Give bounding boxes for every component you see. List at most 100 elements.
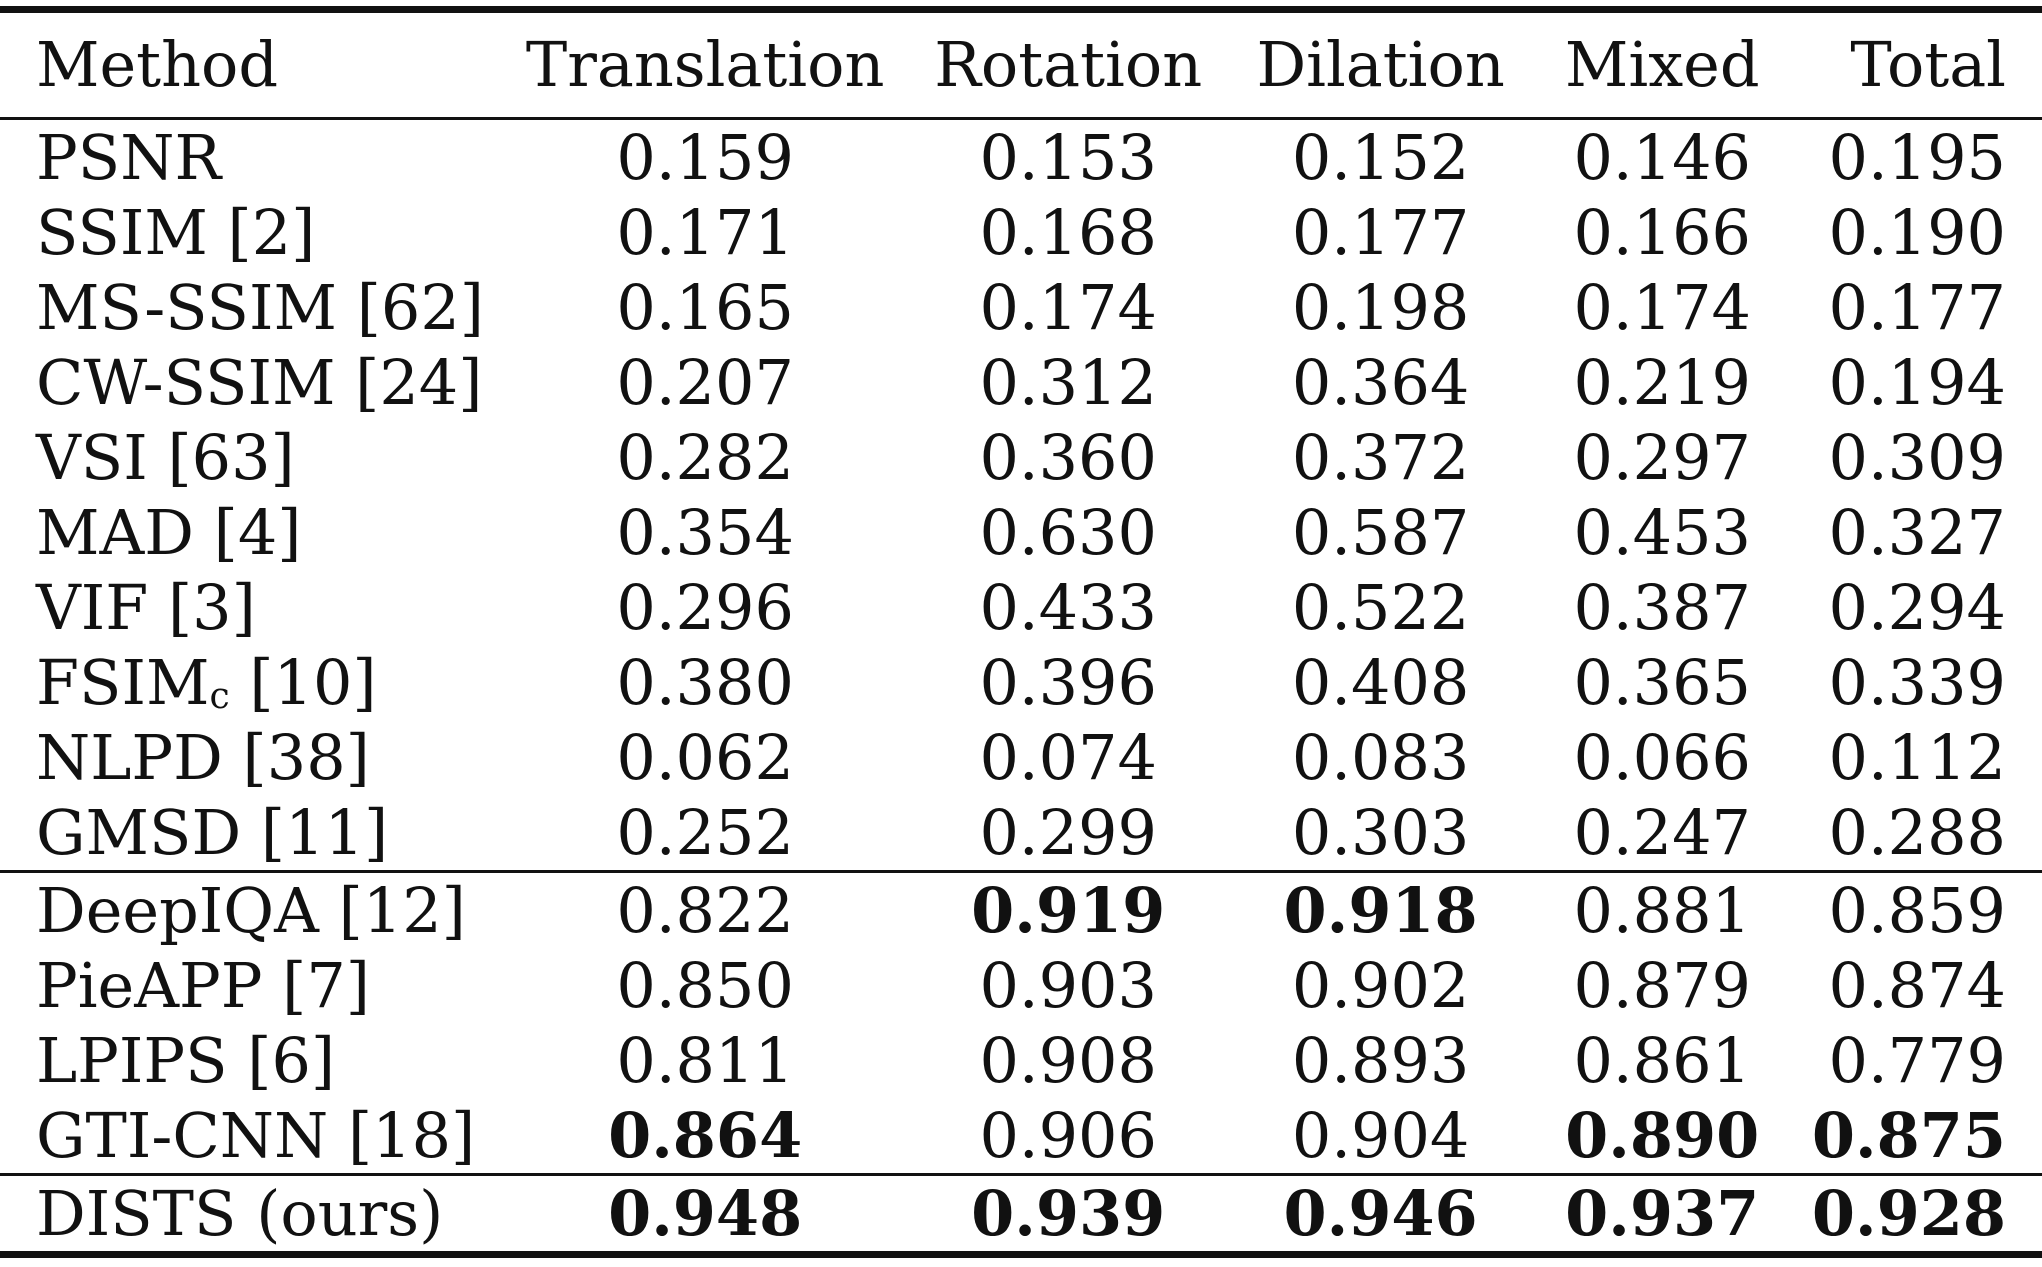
value-total: 0.288 — [1828, 796, 2007, 869]
value-rotation: 0.299 — [979, 796, 1157, 869]
value-total: 0.779 — [1828, 1024, 2007, 1097]
table-row: PSNR 0.159 0.153 0.152 0.146 0.195 — [0, 119, 2042, 196]
value-translation: 0.864 — [608, 1099, 803, 1172]
table-row: MS-SSIM [62] 0.165 0.174 0.198 0.174 0.177 — [0, 270, 2042, 345]
value-rotation: 0.630 — [979, 496, 1157, 569]
method-name: MAD [4] — [36, 496, 302, 569]
value-total: 0.928 — [1811, 1177, 2006, 1250]
method-cell: MAD [4] — [0, 495, 503, 570]
method-name: SSIM [2] — [36, 196, 316, 269]
method-name: GTI-CNN [18] — [36, 1099, 476, 1172]
method-cell: NLPD [38] — [0, 720, 503, 795]
results-table: Method Translation Rotation Dilation Mix… — [0, 6, 2042, 1258]
value-dilation: 0.198 — [1291, 271, 1470, 344]
table-row: VIF [3] 0.296 0.433 0.522 0.387 0.294 — [0, 570, 2042, 645]
value-translation: 0.252 — [616, 796, 794, 869]
table-body: PSNR 0.159 0.153 0.152 0.146 0.195 SSIM [2] 0.1… — [0, 119, 2042, 1255]
method-name: PieAPP [7] — [36, 949, 370, 1022]
value-rotation: 0.360 — [979, 421, 1157, 494]
table-row: VSI [63] 0.282 0.360 0.372 0.297 0.309 — [0, 420, 2042, 495]
value-dilation: 0.522 — [1291, 571, 1470, 644]
header-translation: Translation — [525, 28, 885, 101]
header-total: Total — [1850, 28, 2006, 101]
value-rotation: 0.074 — [979, 721, 1157, 794]
table-row: GMSD [11] 0.252 0.299 0.303 0.247 0.288 — [0, 795, 2042, 872]
value-dilation: 0.946 — [1283, 1177, 1478, 1250]
value-mixed: 0.881 — [1573, 874, 1751, 947]
method-name: PSNR — [36, 121, 222, 194]
value-total: 0.112 — [1828, 721, 2007, 794]
value-total: 0.194 — [1828, 346, 2007, 419]
table-row: SSIM [2] 0.171 0.168 0.177 0.166 0.190 — [0, 195, 2042, 270]
value-mixed: 0.453 — [1573, 496, 1751, 569]
value-total: 0.190 — [1828, 196, 2007, 269]
value-translation: 0.354 — [616, 496, 794, 569]
value-mixed: 0.365 — [1573, 646, 1751, 719]
method-cell: GMSD [11] — [0, 795, 503, 872]
value-dilation: 0.918 — [1283, 874, 1478, 947]
value-dilation: 0.902 — [1291, 949, 1470, 1022]
table-row: CW-SSIM [24] 0.207 0.312 0.364 0.219 0.194 — [0, 345, 2042, 420]
value-translation: 0.811 — [616, 1024, 794, 1097]
method-cell: DISTS (ours) — [0, 1175, 503, 1255]
value-rotation: 0.906 — [979, 1099, 1157, 1172]
method-cell: PSNR — [0, 119, 503, 196]
method-cell: LPIPS [6] — [0, 1023, 503, 1098]
value-mixed: 0.174 — [1573, 271, 1751, 344]
value-dilation: 0.408 — [1291, 646, 1470, 719]
value-mixed: 0.387 — [1573, 571, 1751, 644]
value-mixed: 0.166 — [1573, 196, 1751, 269]
value-rotation: 0.433 — [979, 571, 1157, 644]
method-cell: GTI-CNN [18] — [0, 1098, 503, 1175]
value-translation: 0.207 — [616, 346, 794, 419]
value-mixed: 0.247 — [1573, 796, 1751, 869]
method-name: VSI [63] — [36, 421, 295, 494]
value-rotation: 0.396 — [979, 646, 1157, 719]
method-name: NLPD [38] — [36, 721, 370, 794]
value-dilation: 0.083 — [1291, 721, 1470, 794]
method-cell: VSI [63] — [0, 420, 503, 495]
value-translation: 0.165 — [616, 271, 794, 344]
value-total: 0.859 — [1828, 874, 2007, 947]
table-row: MAD [4] 0.354 0.630 0.587 0.453 0.327 — [0, 495, 2042, 570]
value-mixed: 0.219 — [1573, 346, 1751, 419]
value-translation: 0.171 — [616, 196, 794, 269]
value-dilation: 0.177 — [1291, 196, 1470, 269]
method-cell: CW-SSIM [24] — [0, 345, 503, 420]
method-name: FSIM — [36, 646, 210, 719]
value-total: 0.327 — [1828, 496, 2007, 569]
table-row: NLPD [38] 0.062 0.074 0.083 0.066 0.112 — [0, 720, 2042, 795]
value-rotation: 0.903 — [979, 949, 1157, 1022]
value-mixed: 0.297 — [1573, 421, 1751, 494]
header-rotation: Rotation — [934, 28, 1203, 101]
value-translation: 0.296 — [616, 571, 794, 644]
method-name: CW-SSIM [24] — [36, 346, 483, 419]
value-translation: 0.850 — [616, 949, 794, 1022]
value-dilation: 0.904 — [1291, 1099, 1470, 1172]
value-mixed: 0.861 — [1573, 1024, 1751, 1097]
header-mixed: Mixed — [1564, 28, 1760, 101]
method-name: DeepIQA [12] — [36, 874, 466, 947]
value-translation: 0.282 — [616, 421, 794, 494]
value-translation: 0.062 — [616, 721, 794, 794]
value-translation: 0.822 — [616, 874, 794, 947]
value-dilation: 0.364 — [1291, 346, 1470, 419]
table-row: LPIPS [6] 0.811 0.908 0.893 0.861 0.779 — [0, 1023, 2042, 1098]
value-rotation: 0.939 — [971, 1177, 1166, 1250]
method-cell: SSIM [2] — [0, 195, 503, 270]
method-name: DISTS (ours) — [36, 1177, 444, 1250]
value-rotation: 0.153 — [979, 121, 1157, 194]
method-subscript: c — [209, 676, 230, 717]
header-method: Method — [36, 28, 279, 101]
table-row: PieAPP [7] 0.850 0.903 0.902 0.879 0.874 — [0, 948, 2042, 1023]
method-cell: FSIMc [10] — [0, 645, 503, 720]
value-rotation: 0.919 — [971, 874, 1166, 947]
value-dilation: 0.372 — [1291, 421, 1470, 494]
value-rotation: 0.312 — [979, 346, 1157, 419]
value-dilation: 0.893 — [1291, 1024, 1470, 1097]
table-row: DISTS (ours) 0.948 0.939 0.946 0.937 0.928 — [0, 1174, 2042, 1255]
method-cell: DeepIQA [12] — [0, 872, 503, 949]
value-dilation: 0.587 — [1291, 496, 1470, 569]
value-rotation: 0.168 — [979, 196, 1157, 269]
